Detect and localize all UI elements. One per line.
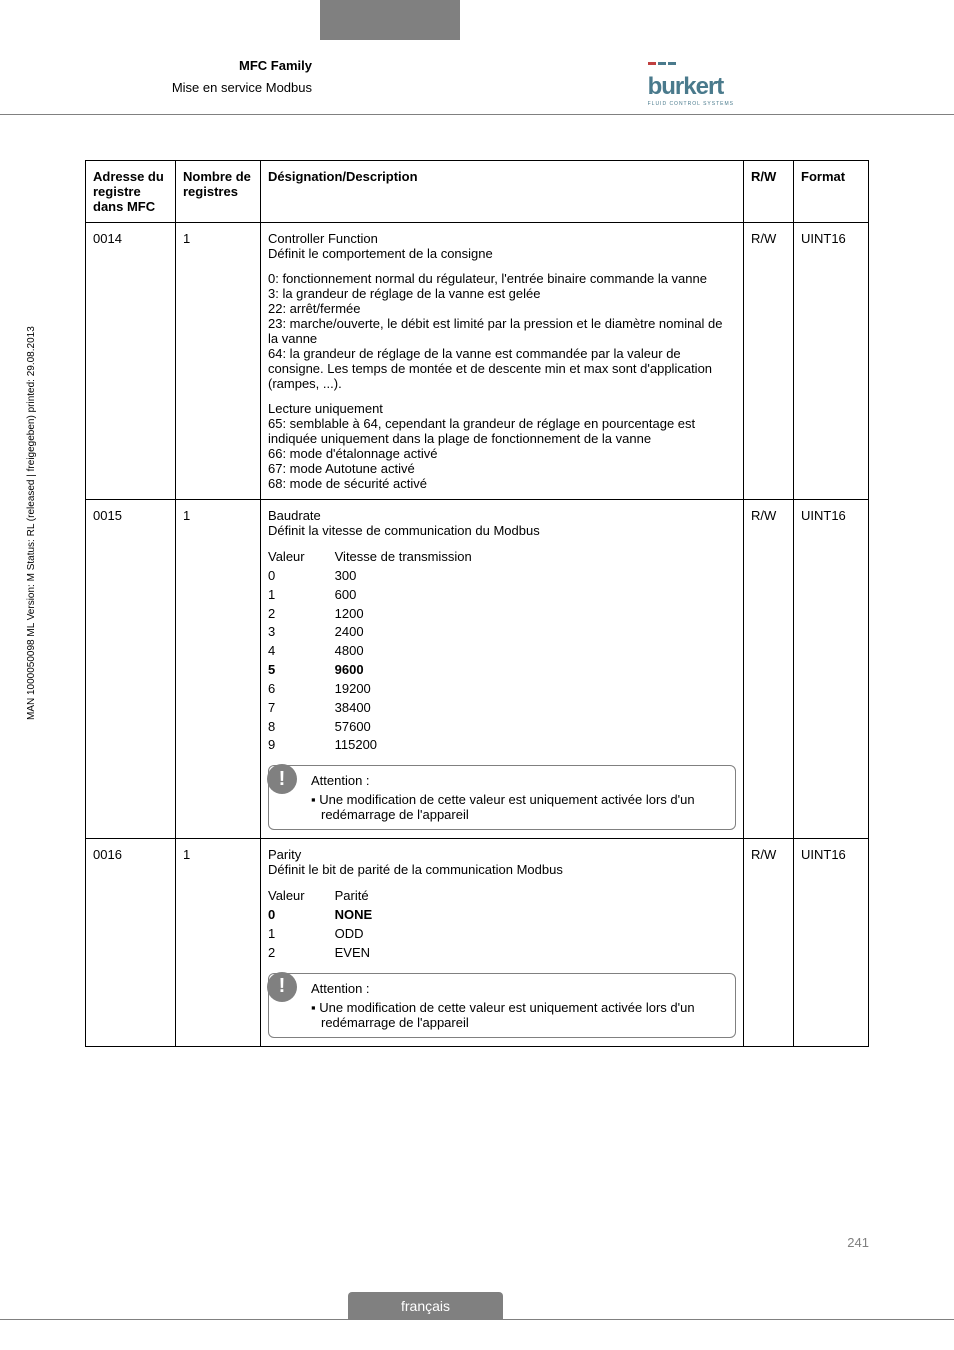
cell-number: 1 xyxy=(176,839,261,1046)
attention-text: ▪ Une modification de cette valeur est u… xyxy=(311,1000,725,1030)
table-row: 00161ParityDéfinit le bit de parité de l… xyxy=(86,839,869,1046)
th-rw: R/W xyxy=(744,161,794,223)
kv-value: 1200 xyxy=(335,605,502,624)
cell-rw: R/W xyxy=(744,500,794,839)
kv-key: 1 xyxy=(268,586,335,605)
kv-value: 2400 xyxy=(335,623,502,642)
kv-key: 1 xyxy=(268,925,335,944)
kv-key: 8 xyxy=(268,718,335,737)
document-subtitle: Mise en service Modbus xyxy=(132,80,312,95)
desc-subtitle: Définit la vitesse de communication du M… xyxy=(268,523,736,538)
kv-value: 19200 xyxy=(335,680,502,699)
kv-key: 5 xyxy=(268,661,335,680)
cell-address: 0015 xyxy=(86,500,176,839)
kv-key: 6 xyxy=(268,680,335,699)
page-number: 241 xyxy=(847,1235,869,1250)
cell-address: 0014 xyxy=(86,223,176,500)
kv-key: 3 xyxy=(268,623,335,642)
desc-subtitle: Définit le bit de parité de la communica… xyxy=(268,862,736,877)
table-row: 00141Controller FunctionDéfinit le compo… xyxy=(86,223,869,500)
cell-address: 0016 xyxy=(86,839,176,1046)
kv-header: Vitesse de transmission xyxy=(335,548,502,567)
kv-value: NONE xyxy=(335,906,403,925)
kv-key: 4 xyxy=(268,642,335,661)
kv-key: 9 xyxy=(268,736,335,755)
kv-key: 2 xyxy=(268,944,335,963)
cell-rw: R/W xyxy=(744,223,794,500)
value-table: ValeurParité0NONE1ODD2EVEN xyxy=(268,887,736,962)
logo-tagline: FLUID CONTROL SYSTEMS xyxy=(648,101,734,107)
kv-value: 600 xyxy=(335,586,502,605)
th-number: Nombre de registres xyxy=(176,161,261,223)
kv-key: 7 xyxy=(268,699,335,718)
kv-value: 300 xyxy=(335,567,502,586)
table-header-row: Adresse du registre dans MFC Nombre de r… xyxy=(86,161,869,223)
footer-language-tab: français xyxy=(348,1292,503,1320)
side-metadata: MAN 1000050098 ML Version: M Status: RL … xyxy=(26,326,37,720)
cell-format: UINT16 xyxy=(794,839,869,1046)
th-format: Format xyxy=(794,161,869,223)
kv-value: 4800 xyxy=(335,642,502,661)
kv-header: Valeur xyxy=(268,548,335,567)
desc-title: Baudrate xyxy=(268,508,736,523)
table-row: 00151BaudrateDéfinit la vitesse de commu… xyxy=(86,500,869,839)
kv-value: 115200 xyxy=(335,736,502,755)
kv-key: 2 xyxy=(268,605,335,624)
cell-description: BaudrateDéfinit la vitesse de communicat… xyxy=(261,500,744,839)
kv-header: Valeur xyxy=(268,887,335,906)
main-content: Adresse du registre dans MFC Nombre de r… xyxy=(0,115,954,1047)
attention-title: Attention : xyxy=(311,773,725,788)
header-tab xyxy=(320,0,460,40)
desc-subtitle: Définit le comportement de la consigne xyxy=(268,246,736,261)
page-header: MFC Family Mise en service Modbus burker… xyxy=(0,0,954,115)
logo-text: burkert xyxy=(648,73,734,101)
value-table: ValeurVitesse de transmission03001600212… xyxy=(268,548,736,755)
desc-title: Parity xyxy=(268,847,736,862)
kv-key: 0 xyxy=(268,906,335,925)
document-title: MFC Family xyxy=(152,58,312,73)
kv-value: 57600 xyxy=(335,718,502,737)
attention-icon: ! xyxy=(267,972,297,1002)
attention-box: ! Attention : ▪ Une modification de cette … xyxy=(268,973,736,1038)
kv-value: 9600 xyxy=(335,661,502,680)
cell-format: UINT16 xyxy=(794,223,869,500)
cell-number: 1 xyxy=(176,500,261,839)
cell-description: ParityDéfinit le bit de parité de la com… xyxy=(261,839,744,1046)
cell-format: UINT16 xyxy=(794,500,869,839)
cell-number: 1 xyxy=(176,223,261,500)
attention-title: Attention : xyxy=(311,981,725,996)
kv-value: ODD xyxy=(335,925,403,944)
kv-key: 0 xyxy=(268,567,335,586)
cell-rw: R/W xyxy=(744,839,794,1046)
desc-paragraph: Lecture uniquement 65: semblable à 64, c… xyxy=(268,401,736,491)
th-description: Désignation/Description xyxy=(261,161,744,223)
register-table: Adresse du registre dans MFC Nombre de r… xyxy=(85,160,869,1047)
attention-box: !Attention :▪ Une modification de cette … xyxy=(268,765,736,830)
cell-description: Controller FunctionDéfinit le comporteme… xyxy=(261,223,744,500)
attention-text: ▪ Une modification de cette valeur est u… xyxy=(311,792,725,822)
desc-paragraph: 0: fonctionnement normal du régulateur, … xyxy=(268,271,736,391)
kv-value: EVEN xyxy=(335,944,403,963)
burkert-logo: burkert FLUID CONTROL SYSTEMS xyxy=(648,55,734,107)
kv-header: Parité xyxy=(335,887,403,906)
desc-title: Controller Function xyxy=(268,231,736,246)
kv-value: 38400 xyxy=(335,699,502,718)
th-address: Adresse du registre dans MFC xyxy=(86,161,176,223)
